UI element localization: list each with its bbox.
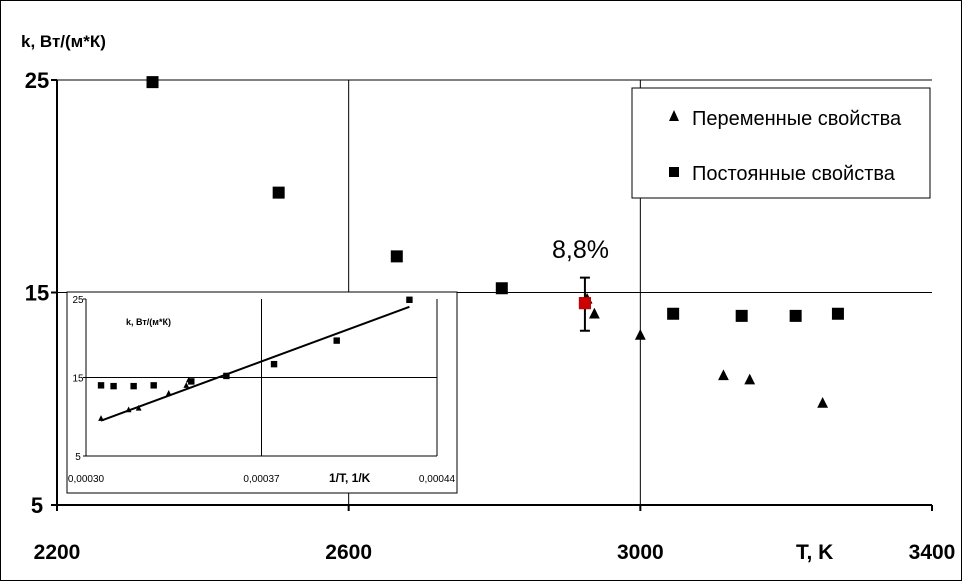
inset-square-marker xyxy=(333,337,340,344)
legend-box xyxy=(631,87,931,199)
main-y-ticks: 5 15 25 xyxy=(25,68,57,518)
inset-square-marker xyxy=(150,382,157,389)
main-y-tick-label: 15 xyxy=(25,281,49,306)
inset-square-marker xyxy=(130,382,137,390)
trend-line xyxy=(100,305,410,422)
inset-x-axis-label: 1/T, 1/K xyxy=(329,471,371,485)
inset-y-tick-label: 5 xyxy=(75,452,81,463)
highlighted-point xyxy=(578,297,591,310)
inset-triangle-marker xyxy=(135,404,142,411)
square-marker xyxy=(831,307,844,320)
main-x-axis-label: T, K xyxy=(796,541,833,564)
main-x-tick-label: 2600 xyxy=(325,541,372,564)
main-x-ticks: 2200 2600 3000 3400 xyxy=(34,505,956,564)
inset-y-tick-label: 25 xyxy=(72,295,84,306)
inset-square-marker xyxy=(110,382,117,390)
inset-triangle-marker xyxy=(183,382,190,388)
legend-square-marker xyxy=(669,167,679,177)
inset-square-marker xyxy=(223,372,230,380)
inset-square-marker xyxy=(97,382,105,389)
inset-trend-line xyxy=(100,305,410,422)
inset-triangle-marker xyxy=(125,406,132,413)
triangle-marker xyxy=(718,369,729,381)
inset-square-marker xyxy=(270,360,278,368)
inset-points xyxy=(97,296,413,421)
triangle-marker xyxy=(588,307,600,319)
triangle-marker xyxy=(817,397,829,408)
error-bar xyxy=(578,276,591,332)
main-x-tick-label: 3400 xyxy=(909,541,956,564)
error-annotation: 8,8% xyxy=(552,236,609,264)
inset-triangle-marker xyxy=(98,415,104,421)
square-marker xyxy=(495,282,508,295)
inset-square-marker xyxy=(406,296,413,303)
inset-triangle-marker xyxy=(165,390,172,396)
inset-y-tick-label: 15 xyxy=(72,374,84,385)
square-marker xyxy=(667,307,680,320)
square-marker xyxy=(146,76,159,89)
inset-x-tick-label: 0,00037 xyxy=(243,474,280,485)
triangle-marker xyxy=(744,373,756,385)
inset-y-ticks: 5 15 25 xyxy=(72,295,86,463)
legend-label-variable: Переменные свойства xyxy=(692,108,902,130)
main-x-tick-label: 3000 xyxy=(617,541,664,564)
inset-x-tick-label: 0,00030 xyxy=(68,474,105,485)
square-marker xyxy=(789,309,802,322)
square-marker xyxy=(735,309,748,322)
square-marker xyxy=(390,250,403,263)
main-x-tick-label: 2200 xyxy=(34,541,81,564)
inset-y-axis-label: k, Вт/(м*К) xyxy=(126,317,171,327)
legend: Переменные свойства Постоянные свойства xyxy=(631,87,931,199)
main-y-tick-label: 5 xyxy=(31,493,43,518)
inset-x-tick-label: 0,00044 xyxy=(419,474,456,485)
triangle-marker xyxy=(634,329,646,340)
legend-label-constant: Постоянные свойства xyxy=(692,163,896,185)
inset-grid xyxy=(86,299,438,456)
main-y-tick-label: 25 xyxy=(25,68,49,93)
inset-square-marker xyxy=(188,378,195,385)
legend-triangle-marker xyxy=(669,110,679,121)
inset-x-ticks: 0,00030 0,00037 0,00044 xyxy=(68,474,456,485)
square-marker xyxy=(272,186,285,199)
main-y-axis-label: k, Вт/(м*К) xyxy=(21,32,106,51)
